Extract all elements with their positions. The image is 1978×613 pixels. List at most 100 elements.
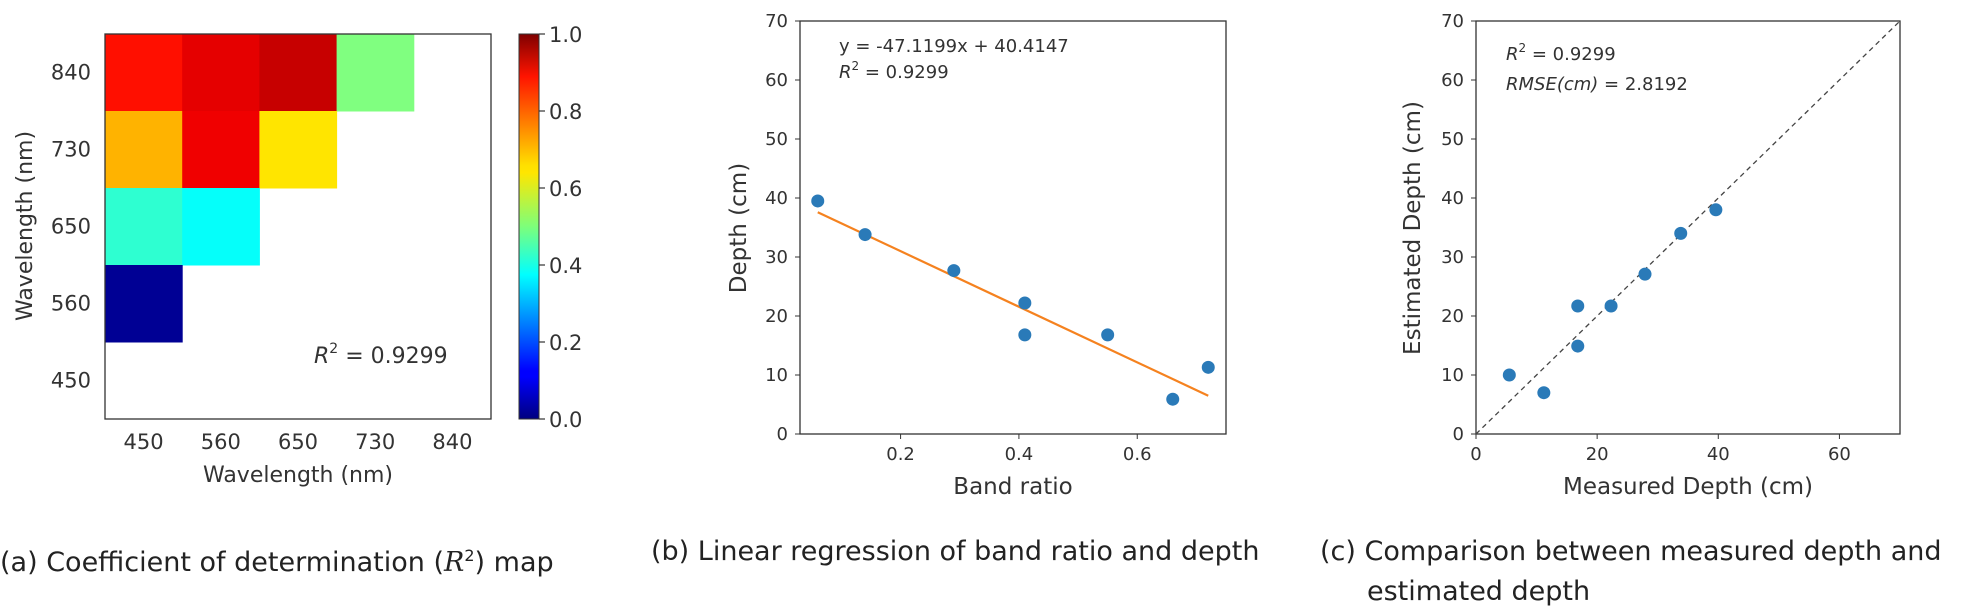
regression-point [1018, 296, 1032, 310]
y-tick-label: 30 [1441, 247, 1464, 268]
heatmap-x-ticks: 450 560 650 730 840 [124, 430, 473, 454]
colorbar-ticks: 0.0 0.2 0.4 0.6 0.8 1.0 [539, 23, 582, 432]
heatmap-panel: 450 560 650 730 840 840 730 650 560 450 Waveleng… [13, 23, 582, 488]
caption-b: (b) Linear regression of band ratio and … [651, 536, 1260, 567]
comparison-points [1502, 203, 1723, 400]
comparison-frame [1475, 20, 1901, 435]
caption-c-line2: estimated depth [1367, 576, 1591, 607]
heatmap-cell [182, 34, 260, 112]
caption-c: (c) Comparison between measured depth an… [1320, 532, 1942, 612]
regression-frame [799, 20, 1227, 435]
comparison-r2: R2 = 0.9299 [1506, 41, 1616, 65]
y-tick-label: 50 [1441, 129, 1464, 150]
heatmap-annotation: R2 = 0.9299 [314, 341, 448, 369]
y-tick-label: 70 [765, 11, 788, 32]
x-tick-label: 0.4 [1005, 444, 1034, 465]
regression-r2-label: R [839, 62, 852, 83]
heatmap-cell [105, 111, 183, 189]
colorbar [518, 33, 540, 420]
colorbar-tick-label: 1.0 [549, 23, 582, 47]
heatmap-y-tick-label: 560 [51, 292, 91, 316]
x-tick-label: 0.6 [1123, 444, 1152, 465]
comparison-point [1709, 203, 1723, 217]
comparison-point [1604, 299, 1618, 313]
caption-a-sup: 2 [464, 546, 475, 565]
heatmap-x-tick-label: 450 [124, 430, 164, 454]
heatmap-y-axis-label: Wavelength (nm) [13, 131, 38, 321]
heatmap-cell [105, 34, 183, 112]
heatmap-cells [105, 34, 415, 343]
x-tick-label: 0.2 [886, 444, 915, 465]
y-tick-label: 50 [765, 129, 788, 150]
y-tick-label: 0 [1453, 424, 1464, 445]
heatmap-frame [104, 33, 492, 420]
comparison-point [1674, 226, 1688, 240]
y-tick-label: 40 [1441, 188, 1464, 209]
heatmap-annotation-label: R [314, 344, 329, 369]
y-tick-label: 10 [765, 365, 788, 386]
regression-point [1101, 328, 1115, 342]
comparison-r2-value: = 0.9299 [1526, 44, 1616, 65]
comparison-rmse: RMSE(cm) = 2.8192 [1506, 74, 1688, 95]
regression-point [811, 194, 825, 208]
heatmap-x-tick-label: 560 [201, 430, 241, 454]
regression-r2-sup: 2 [852, 59, 860, 73]
heatmap-y-ticks: 840 730 650 560 450 [51, 61, 91, 393]
regression-ticks: 0.2 0.4 0.6 0 10 20 30 40 50 60 70 [765, 11, 1151, 465]
y-tick-label: 60 [1441, 70, 1464, 91]
regression-panel: 0.2 0.4 0.6 0 10 20 30 40 50 60 70 y = -47.1199x +… [726, 11, 1227, 500]
heatmap-annotation-value: = 0.9299 [338, 344, 447, 369]
colorbar-tick-label: 0.0 [549, 408, 582, 432]
comparison-rmse-value: = 2.8192 [1598, 74, 1688, 95]
regression-point [1018, 328, 1032, 342]
x-tick-label: 60 [1828, 444, 1851, 465]
comparison-r2-sup: 2 [1519, 41, 1527, 55]
regression-point [947, 264, 961, 278]
regression-point [1201, 360, 1215, 374]
comparison-r2-label: R [1506, 44, 1519, 65]
regression-fit-line [817, 211, 1209, 397]
comparison-point [1571, 339, 1585, 353]
heatmap-y-tick-label: 840 [51, 61, 91, 85]
y-tick-label: 60 [765, 70, 788, 91]
regression-y-axis-label: Depth (cm) [726, 163, 752, 293]
y-tick-label: 10 [1441, 365, 1464, 386]
y-tick-label: 0 [777, 424, 788, 445]
y-tick-label: 20 [765, 306, 788, 327]
caption-a-math: R [444, 547, 465, 578]
heatmap-cell [182, 111, 260, 189]
comparison-y-axis-label: Estimated Depth (cm) [1400, 101, 1426, 355]
x-tick-label: 20 [1586, 444, 1609, 465]
y-tick-label: 70 [1441, 11, 1464, 32]
comparison-panel: 0 20 40 60 0 10 20 30 40 50 60 70 R2 = 0.9299 RMSE(… [1400, 11, 1901, 500]
y-tick-label: 20 [1441, 306, 1464, 327]
heatmap-x-tick-label: 730 [355, 430, 395, 454]
heatmap-cell [259, 111, 338, 189]
comparison-point [1537, 386, 1551, 400]
heatmap-y-tick-label: 730 [51, 138, 91, 162]
caption-a-prefix: (a) Coefficient of determination ( [0, 547, 444, 578]
comparison-point [1502, 368, 1516, 382]
x-tick-label: 40 [1707, 444, 1730, 465]
y-tick-label: 30 [765, 247, 788, 268]
comparison-x-axis-label: Measured Depth (cm) [1563, 474, 1813, 500]
caption-a-suffix: ) map [474, 547, 554, 578]
heatmap-cell [336, 34, 415, 112]
heatmap-y-tick-label: 450 [51, 369, 91, 393]
heatmap-y-tick-label: 650 [51, 215, 91, 239]
comparison-rmse-label: RMSE(cm) [1506, 74, 1598, 95]
heatmap-cell [105, 265, 183, 343]
regression-r2-value: = 0.9299 [859, 62, 949, 83]
colorbar-tick-label: 0.4 [549, 254, 582, 278]
caption-c-line1: (c) Comparison between measured depth an… [1320, 536, 1942, 567]
heatmap-x-tick-label: 650 [278, 430, 318, 454]
colorbar-tick-label: 0.6 [549, 177, 582, 201]
comparison-point [1638, 267, 1652, 281]
regression-x-axis-label: Band ratio [953, 474, 1072, 500]
y-tick-label: 40 [765, 188, 788, 209]
heatmap-cell [182, 188, 260, 266]
heatmap-cell [259, 34, 338, 112]
colorbar-tick-label: 0.2 [549, 331, 582, 355]
regression-equation: y = -47.1199x + 40.4147 [839, 36, 1069, 57]
